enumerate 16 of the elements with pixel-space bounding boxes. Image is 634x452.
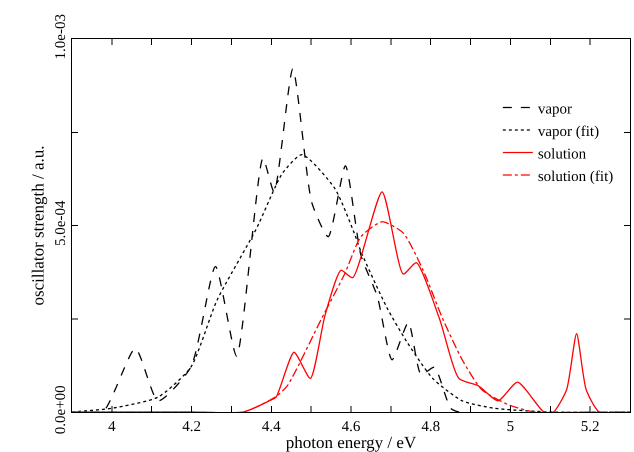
legend-label: vapor (fit)	[538, 124, 600, 140]
x-tick-label: 5.2	[580, 419, 600, 436]
legend-label: solution (fit)	[538, 168, 614, 185]
x-tick-label: 4.6	[342, 419, 361, 436]
y-tick-label: 5.0e-04	[52, 200, 69, 246]
x-axis-title: photon energy / eV	[286, 433, 417, 452]
x-tick-label: 5	[506, 419, 514, 436]
x-tick-label: 4	[108, 419, 116, 436]
y-axis-title: oscillator strength / a.u.	[28, 145, 48, 306]
x-tick-label: 4.4	[262, 419, 282, 436]
x-tick-label: 4.8	[421, 419, 440, 436]
y-tick-label: 1.0e-03	[52, 14, 69, 60]
x-tick-label: 4.2	[182, 419, 201, 436]
y-tick-label: 0.0e+00	[52, 385, 69, 434]
legend-label: vapor	[538, 101, 572, 118]
legend-label: solution	[538, 146, 587, 162]
